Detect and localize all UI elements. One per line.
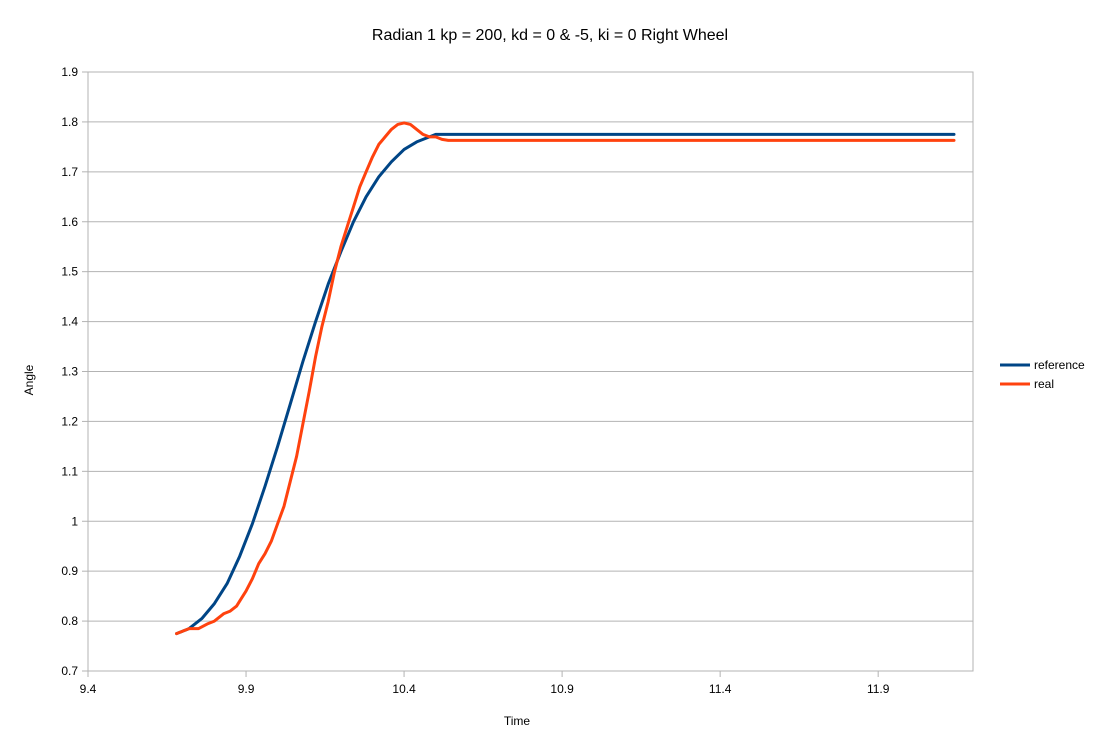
y-tick-label: 1.4 [61,315,78,329]
y-tick-label: 0.8 [61,614,78,628]
x-tick-label: 11.9 [867,682,890,696]
y-tick-label: 1.5 [61,265,78,279]
y-tick-label: 1.6 [61,215,78,229]
y-tick-label: 1 [71,514,78,528]
y-tick-label: 1.7 [61,165,78,179]
x-axis-ticks: 9.4 9.9 10.4 10.9 11.4 11.9 [80,671,890,696]
y-tick-label: 0.7 [61,664,78,678]
x-axis-label: Time [504,714,531,728]
legend: reference real [1000,358,1085,391]
y-tick-label: 1.1 [61,464,78,478]
series-lines [175,121,956,636]
x-tick-label: 10.4 [392,682,416,696]
chart-title: Radian 1 kp = 200, kd = 0 & -5, ki = 0 R… [372,27,728,44]
y-tick-label: 1.2 [61,414,78,428]
series-line-reference [175,132,956,636]
x-tick-label: 9.9 [238,682,255,696]
y-tick-label: 0.9 [61,564,78,578]
y-tick-label: 1.8 [61,115,78,129]
y-tick-label: 1.9 [61,65,78,79]
legend-label-real: real [1034,377,1054,391]
x-tick-label: 10.9 [550,682,574,696]
y-tick-label: 1.3 [61,365,78,379]
x-tick-label: 11.4 [709,682,732,696]
y-axis-ticks: 0.7 0.8 0.9 1 1.1 1.2 1.3 1.4 1.5 1.6 1.7 1.8 1.9 [61,65,88,678]
y-axis-label: Angle [22,364,36,395]
x-tick-label: 9.4 [80,682,97,696]
legend-label-reference: reference [1034,358,1085,372]
series-line-real [175,121,956,636]
